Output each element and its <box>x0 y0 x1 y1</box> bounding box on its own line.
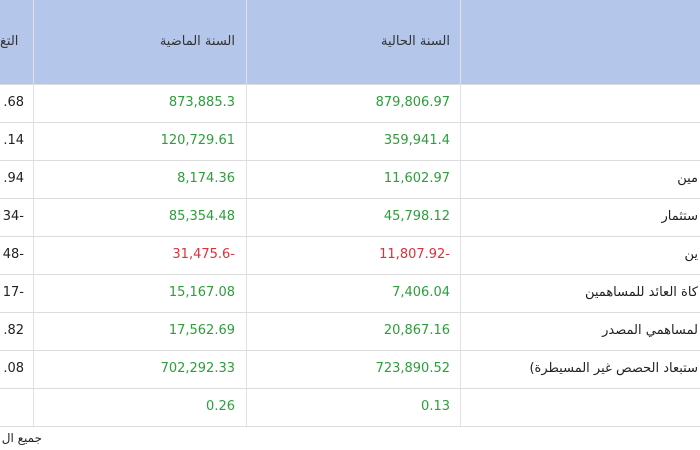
column-divider <box>33 0 34 426</box>
current-value: 0.13 <box>421 399 450 414</box>
change-value: 34- <box>2 209 24 224</box>
footer-note: جميع ال <box>1 431 42 445</box>
change-value: 48- <box>2 247 24 262</box>
change-value: .94 <box>3 171 24 186</box>
row-label: ستبعاد الحصص غير المسيطرة) <box>529 361 698 376</box>
column-divider <box>460 0 461 426</box>
row-divider <box>0 236 700 237</box>
previous-value: 85,354.48 <box>168 209 235 224</box>
change-value: .68 <box>3 95 24 110</box>
header-current: السنة الحالية <box>381 34 450 49</box>
row-label: لمساهمي المصدر <box>602 323 698 338</box>
previous-value: 0.26 <box>206 399 235 414</box>
row-label: مين <box>677 171 698 186</box>
row-label: كاة العائد للمساهمين <box>584 285 698 300</box>
row-divider <box>0 312 700 313</box>
current-value: 11,602.97 <box>383 171 450 186</box>
row-divider <box>0 350 700 351</box>
row-divider <box>0 122 700 123</box>
current-value: 20,867.16 <box>383 323 450 338</box>
current-value: 11,807.92- <box>379 247 450 262</box>
change-value: .14 <box>3 133 24 148</box>
previous-value: 873,885.3 <box>168 95 235 110</box>
previous-value: 702,292.33 <box>160 361 235 376</box>
change-value: .82 <box>3 323 24 338</box>
table-header <box>0 0 700 84</box>
previous-value: 120,729.61 <box>160 133 235 148</box>
change-value: 17- <box>2 285 24 300</box>
row-divider <box>0 274 700 275</box>
row-divider <box>0 388 700 389</box>
row-label: ستثمار <box>661 209 699 224</box>
row-divider <box>0 198 700 199</box>
previous-value: 17,562.69 <box>168 323 235 338</box>
row-divider <box>0 84 700 85</box>
column-divider <box>246 0 247 426</box>
current-value: 723,890.52 <box>375 361 450 376</box>
current-value: 359,941.4 <box>383 133 450 148</box>
row-divider <box>0 426 700 427</box>
previous-value: 15,167.08 <box>168 285 235 300</box>
row-label: ين <box>684 247 698 262</box>
change-value: .08 <box>3 361 24 376</box>
row-divider <box>0 160 700 161</box>
header-change: التغ <box>0 34 19 49</box>
previous-value: 8,174.36 <box>177 171 235 186</box>
previous-value: 31,475.6- <box>172 247 235 262</box>
current-value: 45,798.12 <box>383 209 450 224</box>
current-value: 879,806.97 <box>375 95 450 110</box>
current-value: 7,406.04 <box>392 285 450 300</box>
header-previous: السنة الماضية <box>159 34 235 49</box>
